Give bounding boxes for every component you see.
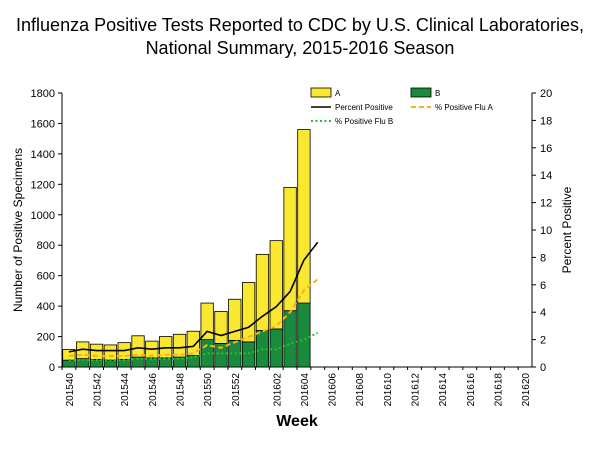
x-tick-label: 201602 (272, 373, 283, 407)
x-tick-label: 201614 (438, 373, 449, 407)
bar-flu-a (89, 343, 104, 360)
bar-flu-a (186, 330, 200, 356)
legend-a-label: A (335, 89, 341, 98)
bar-flu-a (255, 253, 270, 331)
legend-percent-positive-label: Percent Positive (335, 103, 393, 112)
bar-flu-a (228, 298, 242, 341)
x-tick-label: 201548 (176, 373, 187, 407)
legend-positive-flu-a-label: % Positive Flu A (435, 103, 493, 112)
y2-tick-label: 12 (540, 198, 552, 210)
bar-flu-a (200, 302, 214, 341)
x-tick-label: 201540 (65, 373, 76, 407)
y-tick-label: 1800 (31, 88, 55, 100)
x-tick-label: 201612 (411, 373, 422, 407)
y2-tick-label: 8 (540, 252, 546, 264)
x-tick-label: 201544 (120, 373, 131, 407)
bar-flu-a (297, 129, 311, 304)
y-tick-label: 0 (49, 362, 55, 374)
legend-b-swatch (410, 87, 432, 98)
y2-tick-label: 14 (540, 170, 552, 182)
x-tick-label: 201618 (493, 373, 504, 407)
bar-flu-a (241, 282, 256, 343)
y2-tick-label: 18 (540, 115, 552, 127)
bar-flu-b (297, 302, 311, 368)
y2-tick-label: 16 (540, 143, 552, 155)
bar-flu-b (283, 310, 297, 368)
bar-flu-b (241, 341, 256, 368)
bar-flu-a (269, 240, 283, 330)
chart-title-line1: Influenza Positive Tests Reported to CDC… (16, 15, 584, 35)
x-tick-label: 201608 (355, 373, 366, 407)
y2-tick-label: 20 (540, 88, 552, 100)
y-tick-label: 1000 (31, 210, 55, 222)
bar-flu-a (172, 333, 187, 358)
x-tick-label: 201606 (328, 373, 339, 407)
bar-flu-a (131, 335, 145, 358)
bar-flu-b (159, 357, 173, 368)
bar-flu-b (62, 359, 76, 368)
legend-positive-flu-b-label: % Positive Flu B (335, 117, 393, 126)
line-percent-positive (68, 241, 319, 353)
x-tick-label: 201604 (300, 373, 311, 407)
y2-axis-title: Percent Positive (560, 186, 574, 273)
y-tick-label: 200 (37, 332, 55, 344)
bar-flu-a (214, 311, 228, 344)
y2-tick-label: 6 (540, 280, 546, 292)
y2-tick-label: 2 (540, 335, 546, 347)
y-tick-label: 800 (37, 240, 55, 252)
y-tick-label: 600 (37, 271, 55, 283)
y2-tick-label: 0 (540, 362, 546, 374)
chart-title-line2: National Summary, 2015-2016 Season (145, 38, 455, 58)
x-tick-label: 201616 (466, 373, 477, 407)
x-tick-label: 201542 (93, 373, 104, 407)
y-axis-title: Number of Positive Specimens (11, 148, 25, 312)
y2-tick-label: 4 (540, 307, 546, 319)
legend-a-swatch (310, 87, 332, 98)
y-tick-label: 400 (37, 301, 55, 313)
legend-b-label: B (435, 89, 440, 98)
line-positive-flu-a (68, 278, 319, 358)
x-tick-label: 201550 (203, 373, 214, 407)
x-tick-label: 201610 (383, 373, 394, 407)
x-tick-label: 201546 (148, 373, 159, 407)
y-tick-label: 1600 (31, 118, 55, 130)
x-tick-label: 201620 (521, 373, 532, 407)
y2-tick-label: 10 (540, 225, 552, 237)
x-tick-label: 201552 (231, 373, 242, 407)
y-tick-label: 1400 (31, 149, 55, 161)
line-positive-flu-b (68, 331, 319, 362)
bar-flu-b (200, 339, 214, 368)
chart-title: Influenza Positive Tests Reported to CDC… (0, 14, 600, 60)
x-axis-title: Week (276, 413, 318, 430)
bar-flu-b (103, 359, 118, 368)
bar-flu-b (186, 355, 200, 368)
y-tick-label: 1200 (31, 179, 55, 191)
bar-flu-a (103, 344, 118, 361)
bar-flu-b (172, 356, 187, 368)
